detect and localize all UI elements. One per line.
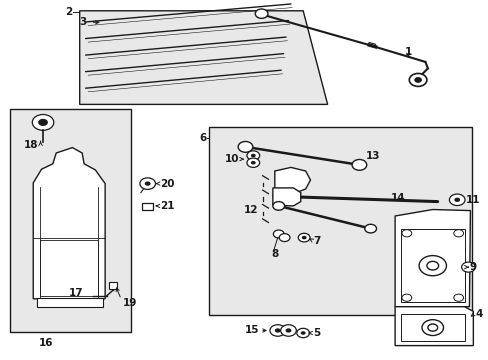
Bar <box>40 240 98 296</box>
Bar <box>400 314 464 341</box>
Circle shape <box>269 325 285 336</box>
Text: 4: 4 <box>474 309 482 319</box>
Text: 8: 8 <box>270 249 278 259</box>
Text: 13: 13 <box>365 150 380 161</box>
Circle shape <box>296 328 309 338</box>
Circle shape <box>272 202 284 210</box>
Circle shape <box>246 158 259 167</box>
Polygon shape <box>274 167 310 194</box>
Polygon shape <box>394 307 472 346</box>
Circle shape <box>280 325 296 336</box>
Circle shape <box>414 77 421 82</box>
Circle shape <box>274 328 280 333</box>
Polygon shape <box>33 148 105 299</box>
Text: 21: 21 <box>160 201 175 211</box>
Text: 14: 14 <box>390 193 405 203</box>
Circle shape <box>408 73 426 86</box>
Circle shape <box>351 159 366 170</box>
Circle shape <box>401 294 411 301</box>
Circle shape <box>144 181 150 186</box>
Text: 10: 10 <box>224 154 239 164</box>
Circle shape <box>364 224 376 233</box>
Text: 5: 5 <box>312 328 320 338</box>
Text: 19: 19 <box>123 298 137 308</box>
Circle shape <box>426 261 438 270</box>
Circle shape <box>285 328 291 333</box>
Circle shape <box>401 230 411 237</box>
Circle shape <box>140 178 155 189</box>
Polygon shape <box>80 11 327 104</box>
Bar <box>108 282 117 289</box>
Circle shape <box>453 294 463 301</box>
Circle shape <box>453 230 463 237</box>
Circle shape <box>32 114 54 130</box>
Bar <box>142 203 152 210</box>
Circle shape <box>461 262 474 272</box>
Circle shape <box>418 256 446 276</box>
Text: 12: 12 <box>243 204 258 215</box>
Circle shape <box>421 320 443 336</box>
Text: 16: 16 <box>39 338 54 348</box>
Bar <box>400 229 464 302</box>
Circle shape <box>427 324 437 331</box>
Text: 20: 20 <box>160 179 175 189</box>
Circle shape <box>301 236 306 239</box>
Text: 18: 18 <box>23 140 38 150</box>
Polygon shape <box>272 188 300 206</box>
Circle shape <box>250 154 255 157</box>
Text: 1: 1 <box>404 47 411 57</box>
Circle shape <box>273 230 284 238</box>
Text: 17: 17 <box>68 288 83 298</box>
Circle shape <box>453 198 459 202</box>
Text: 9: 9 <box>468 262 476 272</box>
Bar <box>37 298 102 307</box>
Circle shape <box>279 234 289 242</box>
Text: 6: 6 <box>199 132 206 143</box>
Circle shape <box>246 151 259 160</box>
Text: 7: 7 <box>312 236 320 246</box>
Polygon shape <box>394 210 469 307</box>
Circle shape <box>238 141 252 152</box>
Text: 3: 3 <box>80 17 87 27</box>
Circle shape <box>298 233 309 242</box>
Circle shape <box>250 161 255 165</box>
Circle shape <box>300 331 305 335</box>
FancyBboxPatch shape <box>10 109 131 332</box>
Circle shape <box>38 119 48 126</box>
FancyBboxPatch shape <box>209 127 471 315</box>
Text: 11: 11 <box>465 195 479 205</box>
Circle shape <box>448 194 464 206</box>
Circle shape <box>255 9 267 18</box>
Text: 15: 15 <box>244 325 259 336</box>
Text: 2: 2 <box>65 7 72 17</box>
